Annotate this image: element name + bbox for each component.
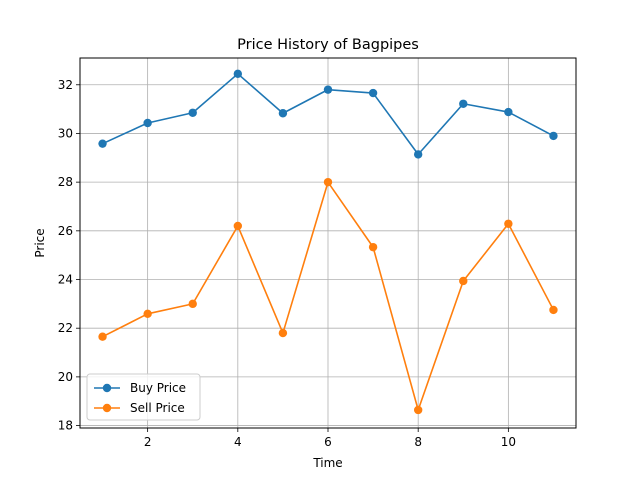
legend-item-buy-price: Buy Price	[94, 381, 186, 395]
buy-price-point	[459, 99, 468, 108]
buy-price-point	[504, 107, 513, 117]
sell-price-point	[459, 276, 468, 286]
sell-price-point	[188, 299, 197, 309]
buy-price-point	[549, 131, 558, 141]
buy-price-point	[323, 85, 333, 94]
legend-marker-swatch	[102, 403, 112, 413]
buy-price-point	[368, 88, 378, 98]
legend-marker-swatch	[102, 383, 112, 393]
legend-label: Buy Price	[130, 381, 186, 395]
sell-price-point	[413, 405, 423, 415]
x-tick-label: 2	[144, 435, 152, 449]
y-tick-label: 32	[58, 78, 73, 92]
x-tick-label: 4	[234, 435, 242, 449]
buy-price-point	[188, 108, 197, 117]
y-axis-label: Price	[33, 228, 47, 257]
sell-price-point	[549, 305, 558, 315]
series-layer	[98, 69, 558, 415]
buy-price-point	[233, 69, 243, 79]
buy-price-point	[98, 139, 107, 148]
legend: Buy Price Sell Price	[86, 373, 201, 421]
sell-price-point	[504, 219, 513, 228]
x-tick-label: 10	[501, 435, 516, 449]
sell-price-point	[368, 242, 378, 252]
sell-price-point	[143, 309, 152, 319]
buy-price-point	[413, 150, 423, 159]
y-tick-label: 22	[58, 321, 73, 335]
chart-title: Price History of Bagpipes	[237, 37, 419, 53]
y-tick-label: 20	[58, 370, 73, 384]
y-tick-label: 30	[58, 126, 73, 140]
y-tick-label: 28	[58, 175, 73, 189]
sell-price-point	[323, 177, 333, 187]
x-tick-label: 8	[414, 435, 422, 449]
buy-price-series	[98, 69, 558, 159]
y-tick-label: 18	[58, 419, 73, 433]
y-tick-label: 24	[58, 273, 73, 287]
x-axis-label: Time	[312, 456, 342, 470]
x-tick-label: 6	[324, 435, 332, 449]
legend-label: Sell Price	[130, 401, 185, 415]
y-tick-label: 26	[58, 224, 73, 238]
sell-price-point	[98, 332, 107, 341]
buy-price-point	[143, 118, 152, 128]
legend-item-sell-price: Sell Price	[94, 401, 185, 415]
sell-price-point	[233, 221, 243, 231]
sell-price-series	[98, 177, 558, 415]
buy-price-point	[278, 109, 288, 118]
sell-price-point	[278, 328, 288, 338]
